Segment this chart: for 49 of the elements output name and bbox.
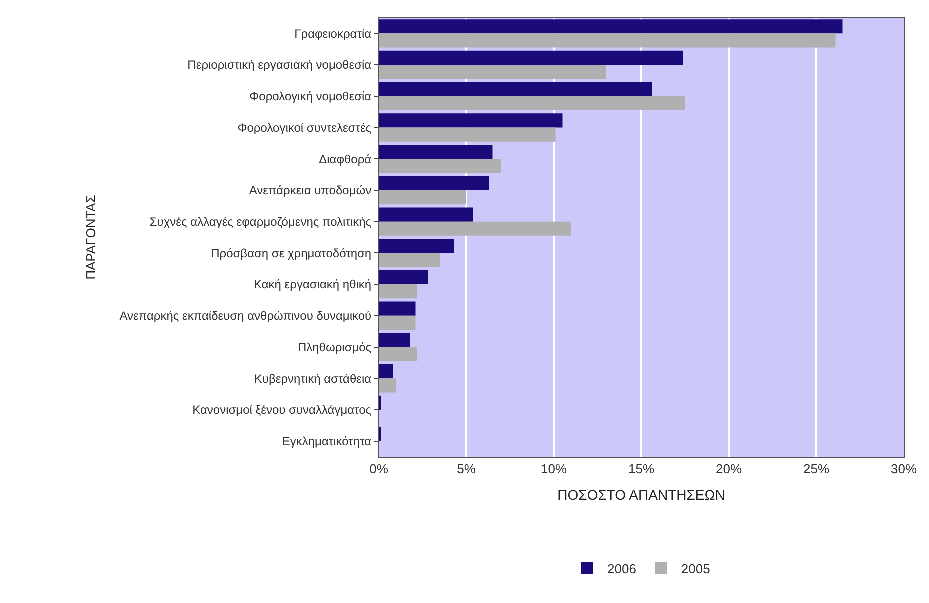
x-tick-label: 25%: [803, 462, 830, 477]
y-tick-label: Γραφειοκρατία: [294, 26, 372, 41]
bar: [379, 364, 393, 379]
y-tick-label: Περιοριστική εργασιακή νομοθεσία: [188, 58, 372, 72]
legend-label: 2006: [608, 562, 636, 577]
bar: [379, 270, 428, 285]
y-tick-label: Ανεπαρκής εκπαίδευση ανθρώπινου δυναμικού: [120, 309, 372, 324]
y-tick-label: Κανονισμοί ξένου συναλλάγματος: [192, 403, 372, 418]
x-tick-label: 15%: [628, 462, 655, 477]
y-tick-label: Πληθωρισμός: [298, 340, 372, 354]
x-tick-label: 10%: [540, 462, 568, 477]
y-tick-label: Διαφθορά: [319, 152, 372, 166]
bar: [379, 284, 418, 299]
bar: [379, 239, 454, 254]
x-tick-label: 30%: [890, 462, 918, 477]
bar: [379, 316, 416, 330]
bar: [379, 222, 572, 236]
y-tick-label: Πρόσβαση σε χρηματοδότηση: [211, 246, 372, 260]
bar: [379, 333, 410, 348]
bar: [379, 159, 502, 174]
bar: [379, 190, 466, 205]
y-tick-label: Συχνές αλλαγές εφαρμοζόμενης πολιτικής: [150, 215, 372, 230]
bar: [379, 253, 440, 268]
bar: [379, 34, 836, 48]
bar: [379, 50, 684, 66]
bar: [379, 145, 493, 160]
y-tick-label: Φορολογική νομοθεσία: [250, 90, 372, 104]
bar: [379, 378, 396, 393]
x-axis-title: ΠΟΣΟΣΤΟ ΑΠΑΝΤΗΣΕΩΝ: [558, 486, 726, 503]
bar: [379, 347, 418, 362]
bar: [379, 82, 652, 96]
bar: [379, 96, 686, 110]
y-axis-title: ΠΑΡΑΓΟΝΤΑΣ: [84, 195, 99, 280]
y-tick-label: Κυβερνητική αστάθεια: [254, 372, 372, 386]
y-tick-label: Ανεπάρκεια υποδομών: [249, 184, 372, 198]
bar: [379, 20, 843, 34]
bar: [379, 128, 556, 142]
bar: [379, 114, 563, 128]
bar: [379, 176, 490, 190]
bar: [379, 208, 474, 222]
legend-label: 2005: [681, 562, 710, 577]
x-tick-label: 20%: [716, 462, 742, 477]
y-tick-label: Εγκληματικότητα: [282, 434, 372, 449]
y-tick-label: Φορολογικοί συντελεστές: [238, 120, 372, 135]
x-tick-label: 0%: [370, 462, 389, 477]
bar: [379, 65, 606, 80]
y-tick-label: Κακή εργασιακή ηθική: [254, 278, 372, 292]
x-tick-label: 5%: [457, 462, 476, 477]
bar: [379, 302, 416, 316]
